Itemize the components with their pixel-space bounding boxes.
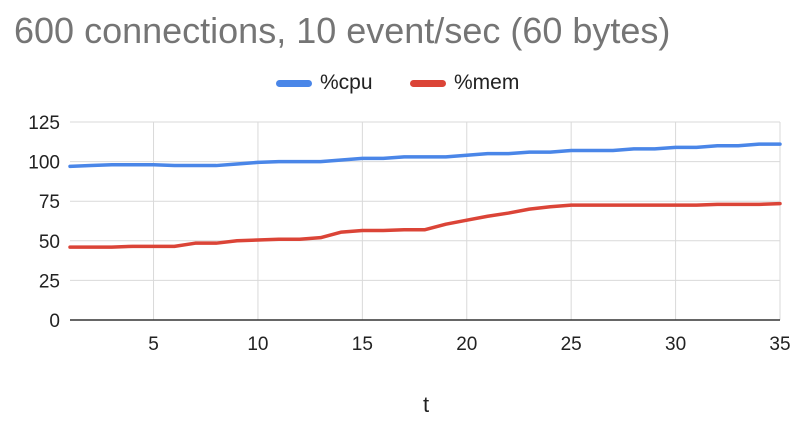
x-tick-label: 30 [665, 334, 686, 355]
chart-title: 600 connections, 10 event/sec (60 bytes) [14, 10, 671, 51]
y-tick-label: 25 [39, 271, 60, 292]
x-tick-label: 15 [352, 334, 373, 355]
y-tick-label: 0 [49, 311, 60, 332]
legend-swatch-cpu [276, 79, 312, 87]
legend-label-cpu: %cpu [320, 71, 373, 94]
legend-swatch-mem [410, 79, 446, 87]
cpu-series-line [68, 142, 782, 169]
x-axis-title: t [422, 392, 430, 417]
mem-series-line [68, 201, 782, 249]
y-tick-label: 75 [39, 192, 60, 213]
y-tick-label: 125 [28, 113, 60, 134]
legend: %cpu %mem [0, 68, 800, 98]
legend-item-cpu: %cpu [276, 68, 373, 98]
x-tick-label: 20 [456, 334, 477, 355]
y-tick-label: 100 [28, 153, 60, 174]
legend-label-mem: %mem [454, 71, 520, 94]
x-tick-label: 25 [561, 334, 582, 355]
x-tick-label: 10 [247, 334, 268, 355]
x-tick-label: 5 [148, 334, 159, 355]
x-tick-label: 35 [769, 334, 790, 355]
y-tick-label: 50 [39, 232, 60, 253]
legend-item-mem: %mem [410, 68, 519, 98]
